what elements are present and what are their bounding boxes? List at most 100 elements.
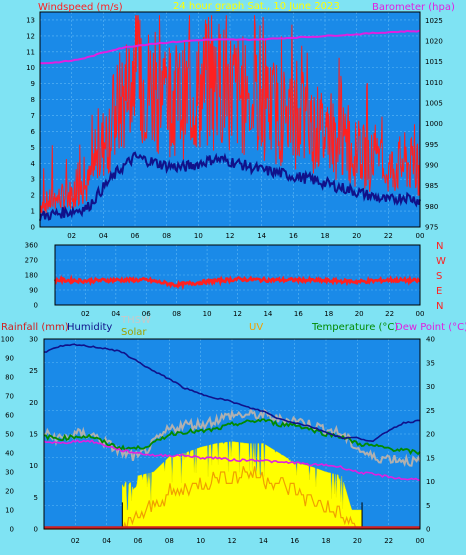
x-tick-label: 18 <box>322 537 331 545</box>
humidity-tick-label: 10 <box>5 507 14 515</box>
barometer-tick-label: 995 <box>425 141 438 149</box>
x-tick-label: 02 <box>67 232 76 240</box>
x-tick-label: 00 <box>416 537 425 545</box>
barometer-tick-label: 1020 <box>425 37 443 45</box>
direction-tick-label: 90 <box>29 287 38 295</box>
barometer-tick-label: 1005 <box>425 99 443 107</box>
compass-label: N <box>436 301 443 312</box>
wind-tick-label: 6 <box>31 128 36 136</box>
wind-gust-line <box>39 15 421 214</box>
panel1-right-ticks: 975 980 985 990 995 1000 1005 1010 1015 1020 1025 <box>425 17 443 232</box>
wind-tick-label: 7 <box>31 112 35 120</box>
temperature-tick-label: 15 <box>426 454 435 462</box>
wind-tick-label: 12 <box>26 32 35 40</box>
temperature-tick-label: 35 <box>426 359 435 367</box>
panel2-left-ticks: 0 90 180 270 360 <box>25 242 38 310</box>
wind-tick-label: 5 <box>31 144 35 152</box>
x-tick-label: 12 <box>226 232 235 240</box>
humidity-tick-label: 30 <box>5 469 14 477</box>
x-tick-label: 14 <box>259 537 268 545</box>
barometer-tick-label: 980 <box>425 203 438 211</box>
temperature-tick-label: 30 <box>426 383 435 391</box>
x-tick-label: 22 <box>385 310 394 318</box>
uv-tick-label: 5 <box>34 494 38 502</box>
dew-point-line <box>43 439 421 481</box>
x-tick-label: 00 <box>416 310 425 318</box>
x-tick-label: 14 <box>257 232 266 240</box>
humidity-tick-label: 50 <box>5 431 14 439</box>
uv-tick-label: 25 <box>29 367 38 375</box>
x-tick-label: 18 <box>321 232 330 240</box>
wind-tick-label: 9 <box>31 80 35 88</box>
x-tick-label: 08 <box>165 537 174 545</box>
barometer-tick-label: 1015 <box>425 58 443 66</box>
panel3-x-ticks: 02 04 06 08 10 12 14 16 18 20 22 00 <box>71 537 425 545</box>
humidity-label: Humidity <box>67 322 112 333</box>
compass-label: N <box>436 241 443 252</box>
x-tick-label: 04 <box>99 232 108 240</box>
compass-label: W <box>436 256 446 267</box>
x-tick-label: 12 <box>228 537 237 545</box>
uv-tick-label: 10 <box>29 462 38 470</box>
x-tick-label: 08 <box>162 232 171 240</box>
direction-tick-label: 270 <box>25 257 38 265</box>
wind-tick-label: 11 <box>26 48 35 56</box>
humidity-tick-label: 20 <box>5 488 14 496</box>
x-tick-label: 18 <box>324 310 333 318</box>
temperature-tick-label: 5 <box>426 502 430 510</box>
temperature-tick-label: 10 <box>426 478 435 486</box>
barometer-tick-label: 990 <box>425 161 438 169</box>
barometer-tick-label: 975 <box>425 224 438 232</box>
x-tick-label: 02 <box>71 537 80 545</box>
rainfall-label: Rainfall (mm) <box>1 322 69 333</box>
panel1-frame <box>39 11 421 228</box>
wind-tick-label: 0 <box>31 224 35 232</box>
wind-direction-line <box>53 274 421 291</box>
humidity-tick-label: 40 <box>5 450 14 458</box>
panel3-second-ticks: 0 5 10 15 20 25 30 <box>29 336 38 534</box>
x-tick-label: 10 <box>194 232 203 240</box>
wind-tick-label: 1 <box>31 208 35 216</box>
humidity-tick-label: 70 <box>5 393 14 401</box>
direction-tick-label: 180 <box>25 272 38 280</box>
solar-label: Solar <box>121 327 147 338</box>
temperature-tick-label: 25 <box>426 407 435 415</box>
dew-point-label: Dew Point (°C) <box>395 322 466 333</box>
temperature-line <box>43 418 421 456</box>
x-tick-label: 20 <box>355 310 364 318</box>
humidity-tick-label: 60 <box>5 412 14 420</box>
temperature-tick-label: 0 <box>426 526 430 534</box>
uv-tick-label: 0 <box>34 526 38 534</box>
x-tick-label: 06 <box>131 232 140 240</box>
x-tick-label: 02 <box>81 310 90 318</box>
uv-tick-label: 20 <box>29 399 38 407</box>
direction-tick-label: 360 <box>25 242 38 250</box>
x-tick-label: 00 <box>416 232 425 240</box>
x-tick-label: 12 <box>233 310 242 318</box>
panel2-grid <box>55 245 420 305</box>
x-tick-label: 16 <box>290 537 299 545</box>
x-tick-label: 16 <box>289 232 298 240</box>
panel3-right-ticks: 0 5 10 15 20 25 30 35 40 <box>426 336 435 534</box>
compass-label: E <box>436 286 442 297</box>
compass-label: S <box>436 271 442 282</box>
x-tick-label: 06 <box>142 310 151 318</box>
x-tick-label: 06 <box>134 537 143 545</box>
x-tick-label: 04 <box>111 310 120 318</box>
wind-tick-label: 3 <box>31 176 35 184</box>
uv-tick-label: 15 <box>29 431 38 439</box>
humidity-tick-label: 80 <box>5 374 14 382</box>
x-tick-label: 08 <box>172 310 181 318</box>
barometer-line <box>39 29 421 65</box>
humidity-tick-label: 90 <box>5 355 14 363</box>
uv-tick-label: 30 <box>29 336 38 344</box>
x-tick-label: 10 <box>196 537 205 545</box>
barometer-tick-label: 1025 <box>425 17 443 25</box>
direction-tick-label: 0 <box>34 302 38 310</box>
solar-area <box>122 441 363 530</box>
panel-temperature: Rainfall (mm) Humidity THSW Solar UV Tem… <box>1 315 466 545</box>
panel2-x-ticks: 02 04 06 08 10 12 14 16 18 20 22 00 <box>81 310 425 318</box>
